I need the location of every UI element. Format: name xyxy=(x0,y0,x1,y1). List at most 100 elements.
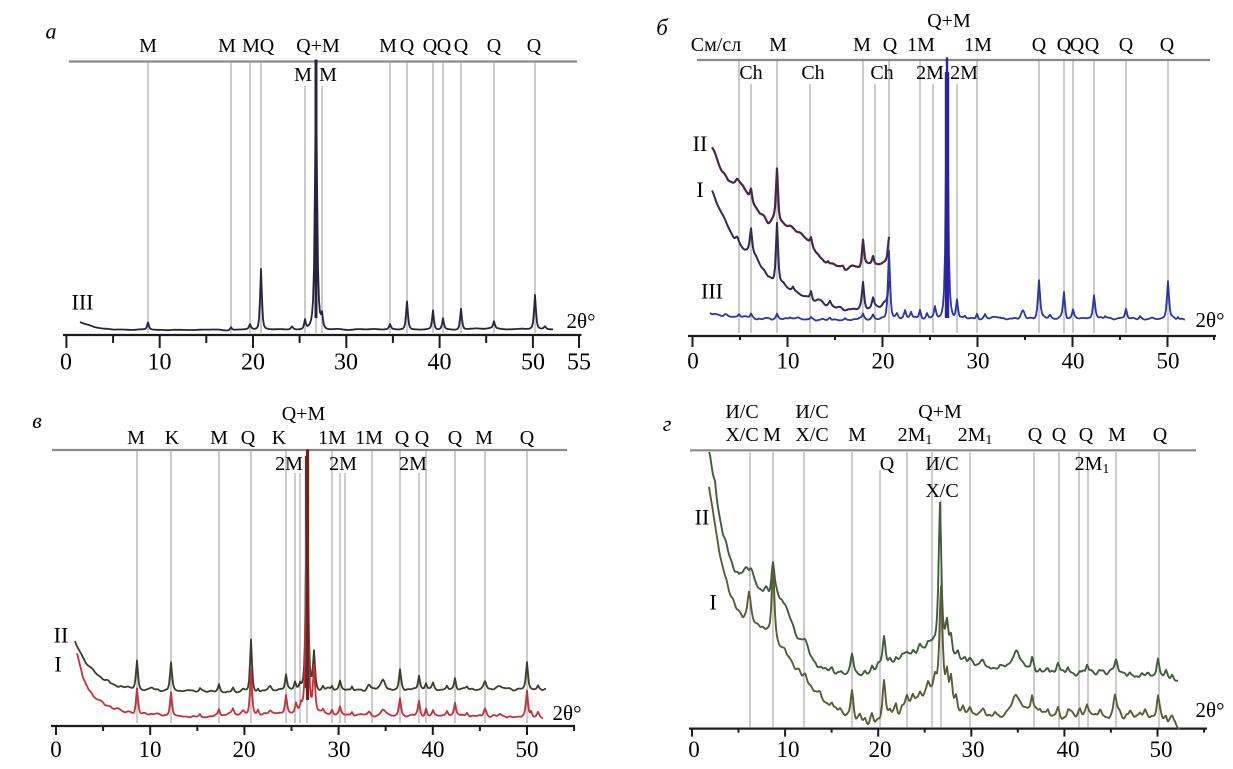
svg-text:40: 40 xyxy=(422,737,445,762)
svg-text:20: 20 xyxy=(869,737,892,762)
svg-text:Q: Q xyxy=(520,427,535,449)
svg-text:0: 0 xyxy=(60,350,72,376)
svg-text:M: M xyxy=(379,35,397,57)
svg-text:20: 20 xyxy=(233,737,256,762)
svg-text:Х/С: Х/С xyxy=(795,424,828,446)
svg-text:2θ°: 2θ° xyxy=(553,701,582,725)
svg-text:2θ°: 2θ° xyxy=(1196,308,1225,332)
svg-text:И/С: И/С xyxy=(795,401,828,423)
svg-text:1M: 1M xyxy=(355,427,383,449)
svg-text:50: 50 xyxy=(516,737,539,762)
svg-text:Q: Q xyxy=(241,427,256,449)
svg-text:III: III xyxy=(72,290,94,315)
svg-text:2θ°: 2θ° xyxy=(567,309,596,333)
svg-text:Q: Q xyxy=(260,35,275,57)
svg-text:M: M xyxy=(1108,424,1126,446)
svg-text:Q: Q xyxy=(487,35,502,57)
svg-text:в: в xyxy=(32,408,42,433)
svg-text:Q: Q xyxy=(1028,424,1043,446)
svg-text:г: г xyxy=(663,411,672,436)
svg-text:55: 55 xyxy=(567,350,591,376)
svg-text:1M: 1M xyxy=(907,34,935,56)
svg-text:И/С: И/С xyxy=(925,453,958,475)
svg-text:Q: Q xyxy=(880,453,895,475)
svg-text:Q+M: Q+M xyxy=(918,401,962,423)
svg-text:K: K xyxy=(165,427,180,449)
svg-text:M: M xyxy=(139,35,157,57)
svg-text:M: M xyxy=(319,64,337,86)
svg-text:Q: Q xyxy=(423,35,438,57)
svg-text:M: M xyxy=(763,424,781,446)
svg-text:Ch: Ch xyxy=(801,62,824,84)
svg-text:30: 30 xyxy=(962,737,985,762)
svg-text:2M: 2M xyxy=(275,453,303,475)
svg-text:Ch: Ch xyxy=(739,62,762,84)
svg-text:Q: Q xyxy=(1119,34,1134,56)
svg-text:Q: Q xyxy=(1052,424,1067,446)
svg-text:II: II xyxy=(695,505,710,530)
svg-text:I: I xyxy=(696,177,703,202)
svg-text:Х/С: Х/С xyxy=(925,480,958,502)
svg-text:2M: 2M xyxy=(399,453,427,475)
svg-text:K: K xyxy=(272,427,287,449)
svg-text:40: 40 xyxy=(428,350,452,376)
svg-text:50: 50 xyxy=(1150,737,1173,762)
svg-text:20: 20 xyxy=(872,349,895,374)
svg-text:II: II xyxy=(54,623,69,648)
svg-text:Q+M: Q+M xyxy=(282,403,326,425)
svg-text:20: 20 xyxy=(241,350,265,376)
svg-text:10: 10 xyxy=(777,737,800,762)
svg-text:40: 40 xyxy=(1062,349,1085,374)
svg-text:M: M xyxy=(475,427,493,449)
svg-text:Q: Q xyxy=(1153,424,1168,446)
svg-text:III: III xyxy=(701,279,723,304)
svg-text:Q: Q xyxy=(1079,424,1094,446)
svg-text:Ch: Ch xyxy=(870,62,893,84)
svg-text:Q: Q xyxy=(415,427,430,449)
svg-text:M: M xyxy=(218,35,236,57)
svg-text:I: I xyxy=(54,652,61,677)
svg-text:30: 30 xyxy=(328,737,351,762)
svg-text:II: II xyxy=(693,131,708,156)
svg-text:б: б xyxy=(656,15,669,40)
svg-text:Х/С: Х/С xyxy=(725,424,758,446)
svg-text:2M: 2M xyxy=(329,453,357,475)
svg-text:M: M xyxy=(853,34,871,56)
svg-text:Q: Q xyxy=(437,35,452,57)
svg-text:Q: Q xyxy=(527,35,542,57)
svg-text:50: 50 xyxy=(521,350,545,376)
svg-text:10: 10 xyxy=(139,737,162,762)
svg-text:M: M xyxy=(848,424,866,446)
svg-text:10: 10 xyxy=(148,350,172,376)
svg-text:Q: Q xyxy=(1070,34,1085,56)
svg-text:См/сл: См/сл xyxy=(691,34,741,56)
svg-text:Q: Q xyxy=(1057,34,1072,56)
svg-text:Q: Q xyxy=(448,427,463,449)
svg-text:Q: Q xyxy=(454,35,469,57)
svg-text:30: 30 xyxy=(967,349,990,374)
svg-text:Q: Q xyxy=(1032,34,1047,56)
svg-text:Q+M: Q+M xyxy=(927,10,971,32)
svg-text:M: M xyxy=(769,34,787,56)
svg-text:2θ°: 2θ° xyxy=(1196,698,1225,722)
svg-text:0: 0 xyxy=(50,737,62,762)
svg-text:1M: 1M xyxy=(318,427,346,449)
svg-text:40: 40 xyxy=(1057,737,1080,762)
svg-text:Q+M: Q+M xyxy=(296,35,340,57)
svg-text:M: M xyxy=(294,64,312,86)
svg-text:1M: 1M xyxy=(964,34,992,56)
svg-text:M: M xyxy=(242,35,260,57)
svg-text:0: 0 xyxy=(687,349,699,374)
svg-text:Q: Q xyxy=(400,35,415,57)
svg-text:Q: Q xyxy=(395,427,410,449)
svg-text:Q: Q xyxy=(1160,34,1175,56)
svg-text:а: а xyxy=(46,19,57,44)
svg-text:M: M xyxy=(210,427,228,449)
svg-text:2M: 2M xyxy=(950,62,978,84)
svg-text:Q: Q xyxy=(1085,34,1100,56)
svg-text:30: 30 xyxy=(334,350,358,376)
svg-text:0: 0 xyxy=(688,737,700,762)
svg-text:2M: 2M xyxy=(916,62,944,84)
svg-text:I: I xyxy=(709,590,716,615)
svg-text:50: 50 xyxy=(1157,349,1180,374)
